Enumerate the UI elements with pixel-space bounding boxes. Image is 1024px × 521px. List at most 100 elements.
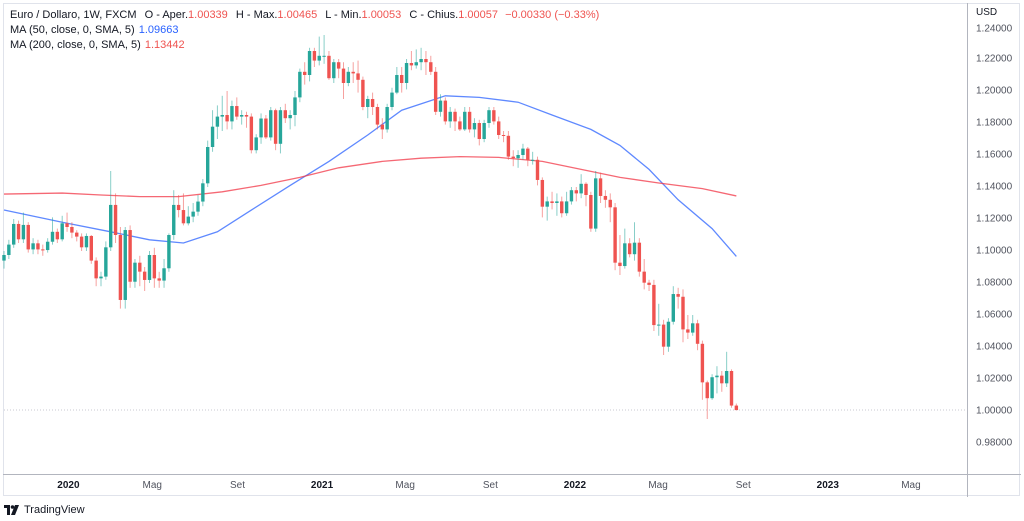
open-value: 1.00339 [188,9,228,21]
candle [288,110,292,130]
candle-body [545,201,549,207]
candle [220,95,224,131]
candle-body [535,159,540,180]
candle-body [598,178,603,196]
candle [31,238,35,255]
candle [400,67,404,93]
candle-body [259,118,263,138]
high-label: H - Max. [235,9,278,21]
candle [206,140,210,187]
candle [676,287,680,309]
candle-body [278,110,283,144]
candle [147,251,152,283]
candle [317,36,321,66]
candle [70,222,74,239]
candle [235,97,239,120]
candle [550,191,554,210]
candle-body [627,243,632,255]
ma200-value: 1.13442 [144,39,185,51]
candle [104,241,108,280]
candle-body [516,155,520,159]
candle [118,227,123,309]
open-label: O - Aper. [144,9,189,21]
symbol-title[interactable]: Euro / Dollaro, 1W, FXCM [10,9,137,21]
candle [574,187,578,202]
price-axis[interactable]: USD 1.24000 1.22000 1.20000 1.18000 1.16000 1… [967,3,1021,474]
legend-ma50-row[interactable]: MA (50, close, 0, SMA, 5) 1.09663 [10,23,599,38]
candles [2,35,739,419]
candle [312,47,317,67]
candle [686,315,690,339]
price-tick-label: 1.06000 [976,309,1013,321]
candle-body [681,296,685,330]
candle [181,193,186,226]
candle [535,156,540,186]
candle-body [564,201,569,214]
candle-body [162,268,166,281]
candle-body [152,255,157,279]
candle-body [249,116,254,151]
candle-body [521,148,525,155]
candle-body [404,63,409,83]
price-chart[interactable] [0,0,967,474]
candle [453,108,457,131]
candle-body [734,405,739,411]
candle-body [244,115,249,117]
candle-body [511,156,515,159]
candle [361,76,365,111]
candle-body [463,111,467,130]
candle-body [361,79,365,107]
candle-body [138,262,142,272]
candle [269,107,273,141]
candle [594,171,598,232]
price-tick-label: 1.00000 [976,405,1013,417]
candle-body [366,99,370,107]
candle-body [710,377,714,399]
time-axis[interactable]: 2020 Mag Set 2021 Mag Set 2022 Mag Set 2023 Mag [3,474,967,497]
brand[interactable]: TradingView [4,504,85,516]
low-label: L - Min. [325,9,362,21]
candle [239,110,244,125]
candle [2,251,6,269]
candle [322,35,326,64]
candle-body [307,51,312,75]
moving-averages [3,95,737,257]
candle [298,68,302,103]
candle [332,59,336,83]
candle-body [75,232,79,237]
candle-body [317,55,321,61]
candle-body [264,118,268,138]
candle [186,206,190,226]
ma200-line[interactable] [3,155,737,198]
candle-body [613,207,617,263]
candle [734,403,739,411]
candle-body [128,230,132,282]
candle-body [647,282,651,285]
candle-body [94,260,98,279]
candle [55,228,60,243]
candle-body [477,123,481,139]
candle-body [303,71,307,75]
candle [516,150,520,168]
ma50-line[interactable] [3,95,737,257]
candle-body [21,224,26,240]
candle [346,67,351,87]
candle [443,97,448,125]
candle-body [16,223,21,240]
candle [681,289,685,343]
legend-ma200-row[interactable]: MA (200, close, 0, SMA, 5) 1.13442 [10,38,599,53]
candle [16,220,21,243]
candle-body [186,216,190,224]
candle-body [467,111,472,130]
candle-body [608,199,612,208]
candle-body [530,159,535,161]
candle [60,215,64,242]
candle [254,134,258,154]
candle-body [433,71,438,112]
price-tick-label: 1.18000 [976,117,1013,129]
price-tick-label: 1.04000 [976,341,1013,353]
candle [370,92,375,115]
candle [720,371,724,392]
candle [661,319,666,355]
candle [380,118,384,139]
